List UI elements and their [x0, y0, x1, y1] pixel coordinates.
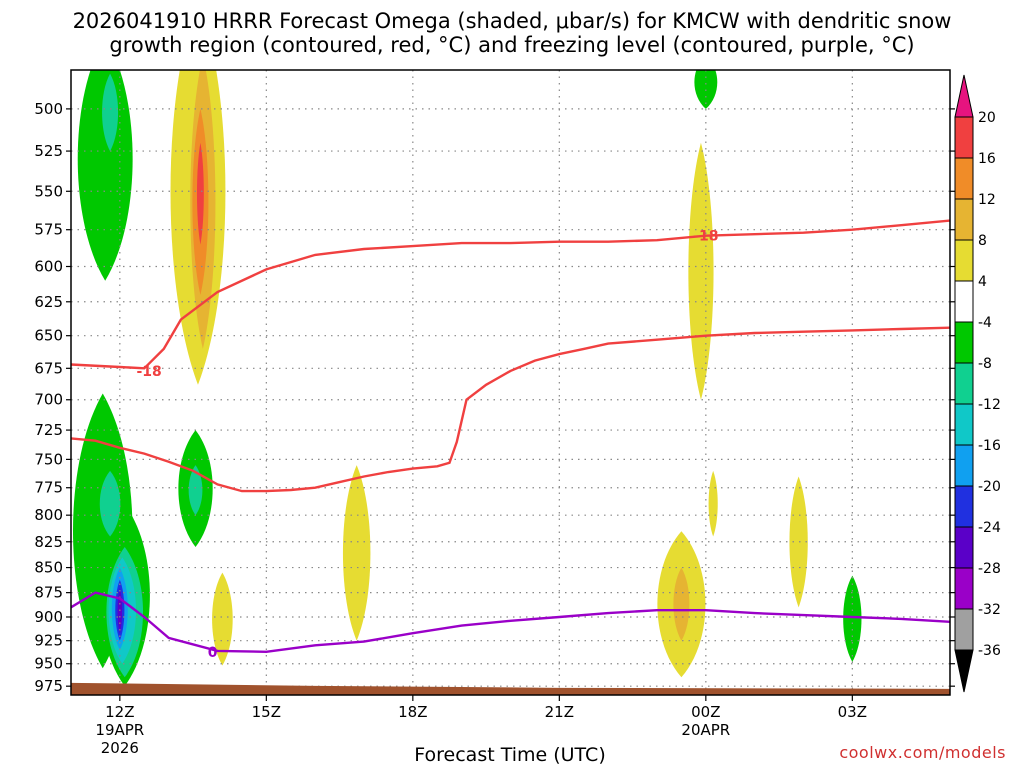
- colorbar-box: [954, 321, 974, 364]
- colorbar-label: -16: [978, 438, 1001, 454]
- y-tick-label: 700: [34, 391, 63, 409]
- omega-region-neg: [188, 465, 203, 516]
- colorbar-label: -32: [978, 602, 1001, 618]
- x-axis-label: Forecast Time (UTC): [414, 744, 606, 766]
- colorbar-bottom-arrow: [954, 649, 974, 693]
- y-tick-label: 525: [34, 142, 63, 160]
- y-tick-label: 575: [34, 221, 63, 239]
- colorbar-box: [954, 608, 974, 651]
- credit-text: coolwx.com/models: [839, 743, 1006, 762]
- y-tick-label: 850: [34, 559, 63, 577]
- colorbar-box: [954, 567, 974, 610]
- colorbar-box: [954, 239, 974, 282]
- omega-region-neg: [694, 70, 718, 109]
- ground-surface: [71, 682, 950, 695]
- colorbar-label: -4: [978, 315, 992, 331]
- plot-frame: [70, 69, 951, 696]
- colorbar-label: -8: [978, 356, 992, 372]
- x-tick-label: 03Z: [838, 703, 867, 721]
- colorbar-label: 4: [978, 274, 987, 290]
- chart-title-line-1: 2026041910 HRRR Forecast Omega (shaded, …: [72, 9, 952, 33]
- y-tick-label: 775: [34, 479, 63, 497]
- y-tick-label: 975: [34, 677, 63, 695]
- contour-line: [71, 326, 950, 493]
- y-tick-label: 875: [34, 584, 63, 602]
- colorbar-label: 16: [978, 151, 996, 167]
- y-axis: 500 525 550 575 600 625 650 675 700 725 750 775 800 8…: [34, 100, 955, 695]
- omega-region-neg: [102, 73, 119, 152]
- colorbar-label: -36: [978, 643, 1001, 659]
- omega-region-neg: [77, 70, 133, 281]
- colorbar-box: [954, 444, 974, 487]
- y-tick-label: 650: [34, 327, 63, 345]
- x-tick-label: 18Z: [398, 703, 427, 721]
- x-tick-label: 12Z: [105, 703, 134, 721]
- colorbar-box: [954, 526, 974, 569]
- x-tick-label: 21Z: [545, 703, 574, 721]
- contour-label: 0: [208, 645, 218, 661]
- x-tick-label: 00Z: [691, 703, 720, 721]
- omega-region-pos: [196, 142, 204, 245]
- y-tick-label: 725: [34, 421, 63, 439]
- y-tick-label: 550: [34, 182, 63, 200]
- y-tick-label: 750: [34, 450, 63, 468]
- omega-region-pos: [789, 476, 808, 608]
- y-tick-label: 625: [34, 293, 63, 311]
- colorbar-label: -28: [978, 561, 1001, 577]
- colorbar-label: -20: [978, 479, 1001, 495]
- colorbar-label: 20: [978, 110, 996, 126]
- x-tick-year: 2026: [101, 739, 139, 757]
- omega-region-pos: [673, 567, 690, 641]
- colorbar-top-arrow: [954, 74, 974, 118]
- colorbar-box: [954, 198, 974, 241]
- colorbar-box: [954, 157, 974, 200]
- colorbar-label: 8: [978, 233, 987, 249]
- contour-label: -18: [136, 364, 161, 380]
- colorbar-box: [954, 280, 974, 323]
- y-tick-label: 675: [34, 359, 63, 377]
- x-tick-label: 15Z: [252, 703, 281, 721]
- colorbar-box: [954, 116, 974, 159]
- omega-shading: [72, 70, 862, 687]
- colorbar-box: [954, 485, 974, 528]
- terrain: [71, 682, 950, 695]
- contour-lines: -18 -18 0: [71, 219, 950, 661]
- y-tick-label: 900: [34, 608, 63, 626]
- omega-region-pos: [342, 465, 371, 641]
- colorbar-label: -24: [978, 520, 1001, 536]
- colorbar: -36 -32 -28 -24 -20 -16 -12 -8 -4 4 8 12 16 20: [954, 74, 1001, 693]
- contour-line: [71, 219, 950, 370]
- gridlines: [71, 70, 950, 695]
- y-tick-label: 950: [34, 655, 63, 673]
- y-tick-label: 925: [34, 632, 63, 650]
- x-tick-date: 20APR: [681, 721, 730, 739]
- colorbar-label: -12: [978, 397, 1001, 413]
- contour-label: -18: [693, 229, 718, 245]
- omega-region-pos: [212, 572, 233, 666]
- colorbar-label: 12: [978, 192, 996, 208]
- colorbar-box: [954, 403, 974, 446]
- y-tick-label: 500: [34, 100, 63, 118]
- y-tick-label: 800: [34, 506, 63, 524]
- contour-line: [71, 591, 950, 654]
- y-tick-label: 600: [34, 257, 63, 275]
- omega-region-neg: [843, 575, 862, 662]
- chart-title-line-2: growth region (contoured, red, °C) and f…: [109, 33, 915, 57]
- x-tick-date: 19APR: [95, 721, 144, 739]
- y-tick-label: 825: [34, 533, 63, 551]
- colorbar-box: [954, 362, 974, 405]
